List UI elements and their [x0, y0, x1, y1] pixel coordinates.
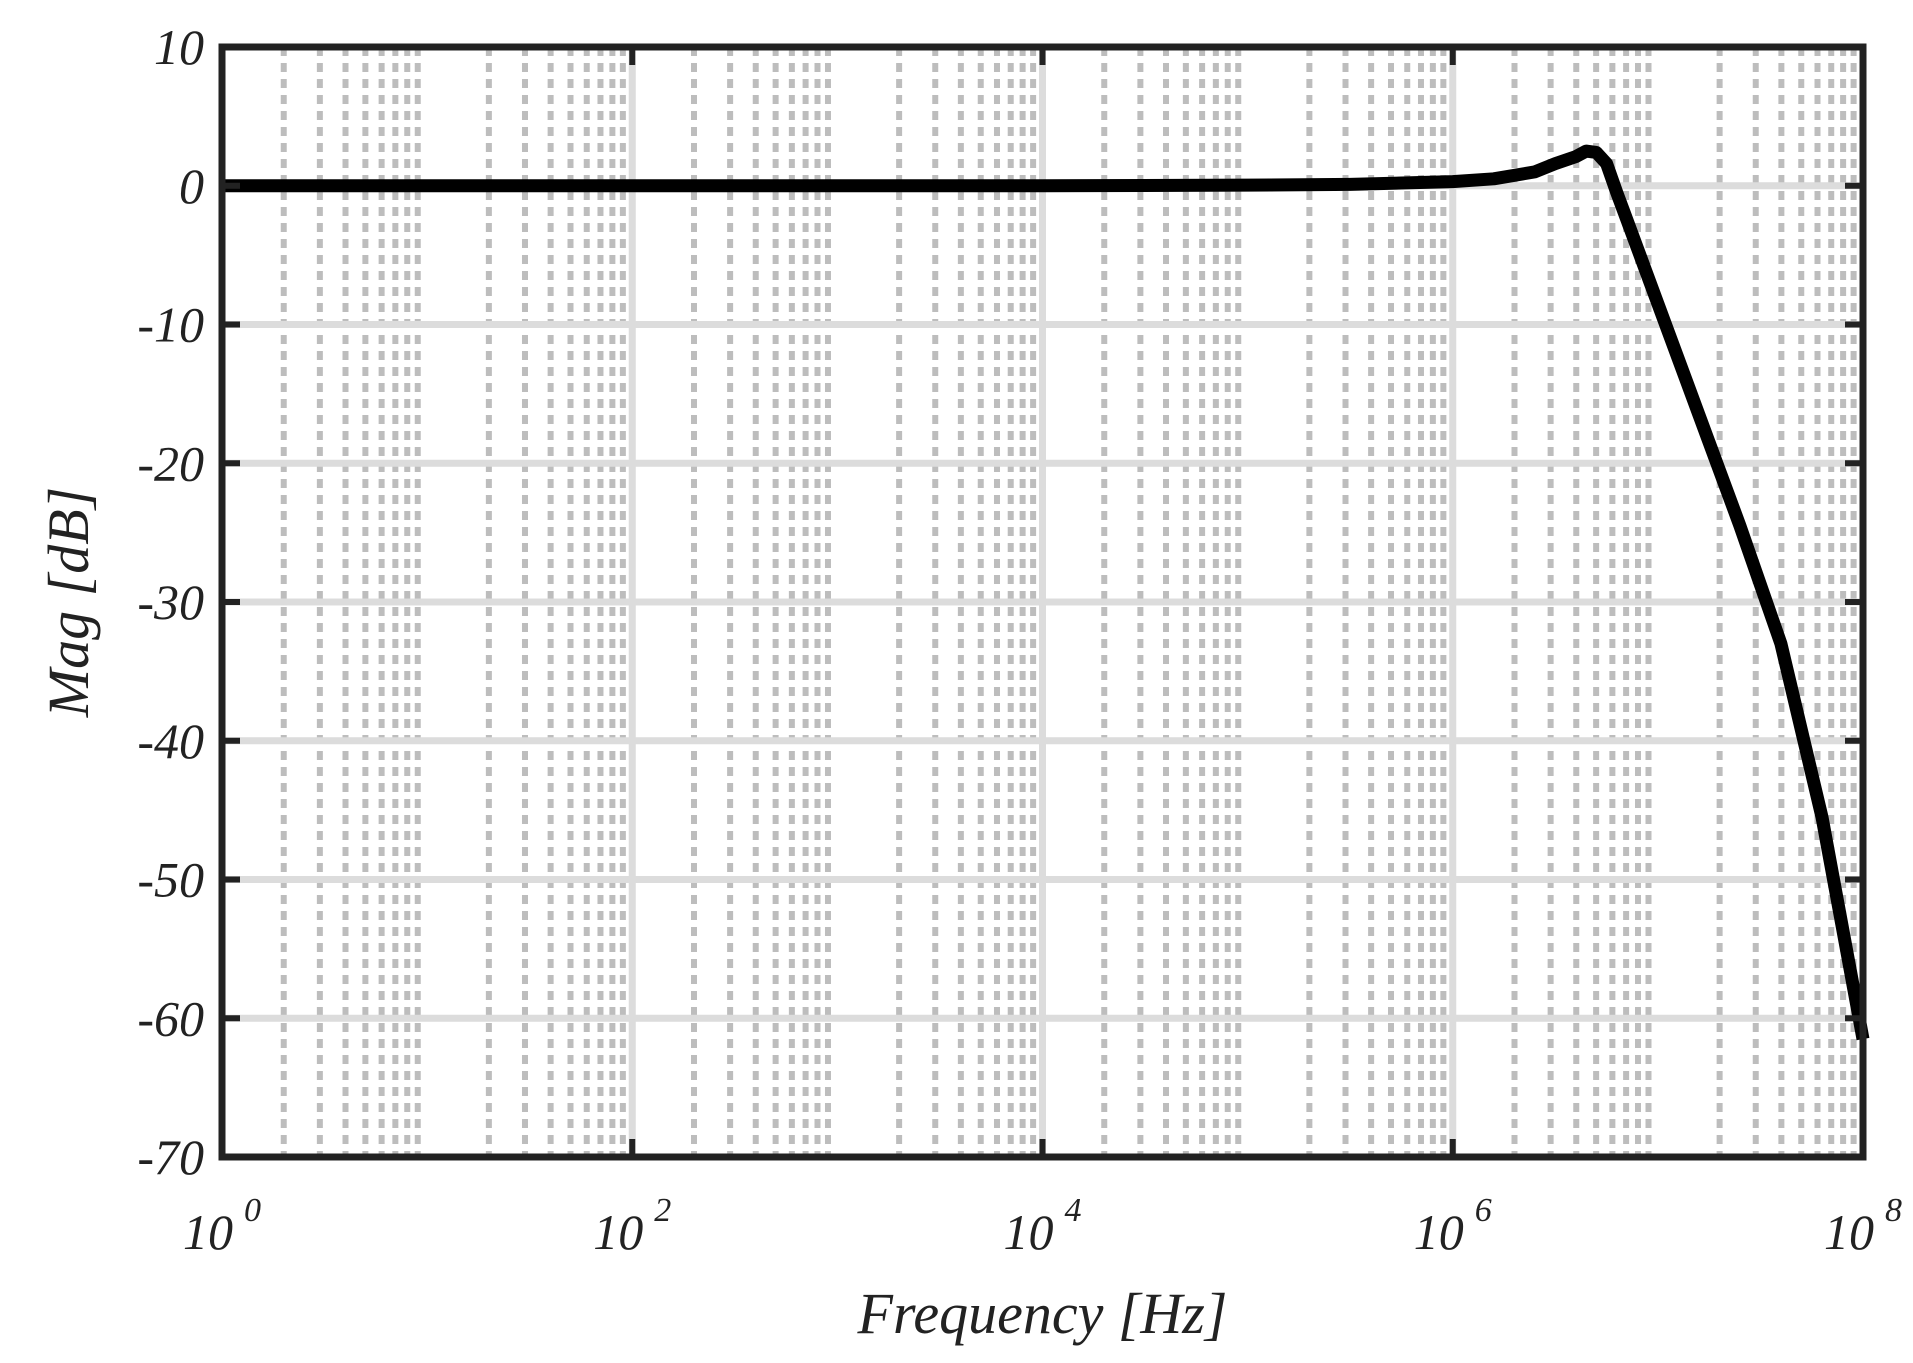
- x-tick-exponent: 8: [1885, 1192, 1902, 1229]
- y-axis-label: Mag [dB]: [36, 487, 101, 718]
- x-tick-exponent: 0: [244, 1192, 261, 1229]
- y-tick-label: 10: [154, 19, 204, 75]
- y-tick-labels: 10 0 -10 -20 -30 -40 -50 -60 -70: [137, 19, 204, 1185]
- magnitude-line: [222, 144, 1870, 1041]
- y-tick-label: -50: [137, 852, 204, 908]
- y-tick-label: -40: [137, 713, 204, 769]
- y-tick-label: -10: [137, 297, 204, 353]
- x-tick-label: 10: [183, 1204, 233, 1260]
- x-tick-labels: 10 0 10 2 10 4 10 6 10 8: [183, 1192, 1902, 1260]
- x-tick-exponent: 4: [1065, 1192, 1082, 1229]
- x-tick-label: 10: [1004, 1204, 1054, 1260]
- x-axis-label: Frequency [Hz]: [857, 1281, 1228, 1346]
- x-tick-label: 10: [593, 1204, 643, 1260]
- x-tick-label: 10: [1824, 1204, 1874, 1260]
- y-tick-label: 0: [179, 158, 204, 214]
- y-tick-label: -30: [137, 574, 204, 630]
- y-tick-label: -70: [137, 1129, 204, 1185]
- x-tick-label: 10: [1414, 1204, 1464, 1260]
- ticks: [219, 44, 1866, 1160]
- y-tick-label: -20: [137, 435, 204, 491]
- series-layer: [222, 144, 1870, 1041]
- x-tick-exponent: 6: [1475, 1192, 1492, 1229]
- x-tick-exponent: 2: [654, 1192, 671, 1229]
- y-tick-label: -60: [137, 990, 204, 1046]
